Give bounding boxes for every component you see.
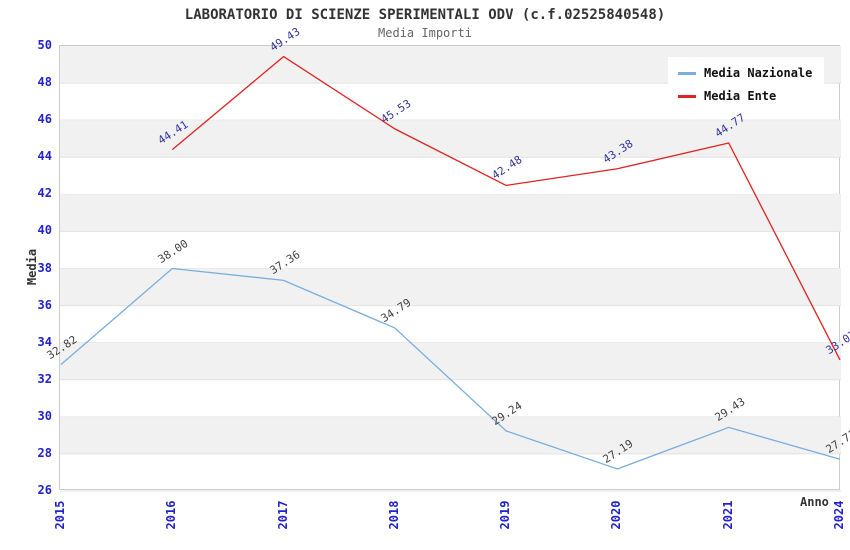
y-tick-label: 50 [37, 38, 52, 52]
y-tick-label: 38 [37, 260, 52, 275]
chart-subtitle: Media Importi [378, 26, 472, 40]
y-tick-label: 26 [37, 483, 52, 497]
x-tick-label: 2019 [498, 500, 513, 530]
y-tick-label: 44 [37, 149, 52, 164]
y-tick-label: 34 [37, 334, 52, 349]
plot-area [59, 45, 841, 492]
y-tick-label: 42 [37, 186, 52, 201]
legend-item-media-nazionale: Media Nazionale [678, 66, 812, 80]
legend: Media Nazionale Media Ente [668, 57, 825, 112]
x-tick-label: 2018 [386, 500, 401, 530]
y-tick-label: 32 [37, 371, 52, 386]
x-axis-title: Anno [800, 495, 829, 509]
y-tick-label: 48 [37, 75, 52, 90]
legend-label: Media Ente [704, 89, 777, 103]
y-tick-label: 36 [37, 297, 52, 312]
x-tick-label: 2015 [53, 500, 67, 530]
x-tick-label: 2016 [164, 500, 179, 530]
x-tick-label: 2020 [609, 500, 624, 530]
media-nazionale-line-swatch [678, 71, 696, 75]
x-tick-label: 2024 [832, 500, 846, 530]
media-ente-line-swatch [678, 94, 696, 98]
x-tick-label: 2017 [275, 500, 290, 530]
chart-title: LABORATORIO DI SCIENZE SPERIMENTALI ODV … [184, 7, 666, 23]
y-tick-label: 40 [37, 223, 52, 238]
x-tick-label: 2021 [720, 500, 735, 530]
y-tick-label: 46 [37, 112, 52, 127]
legend-item-media-ente: Media Ente [678, 89, 812, 103]
y-tick-label: 28 [37, 445, 52, 460]
y-tick-label: 30 [37, 408, 52, 423]
legend-label: Media Nazionale [704, 66, 813, 80]
